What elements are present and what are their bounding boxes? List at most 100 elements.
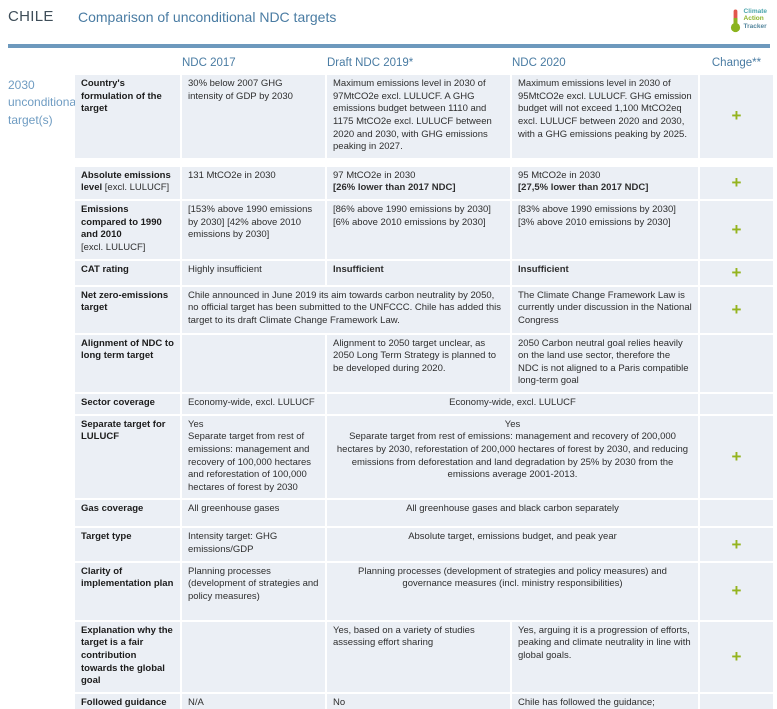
table-cell: 131 MtCO2e in 2030 [182, 166, 325, 199]
table-cell: Maximum emissions level in 2030 of 97MtC… [327, 75, 510, 158]
cell-text: Economy-wide, excl. LULUCF [449, 397, 576, 408]
cell-text: [6% above 2010 emissions by 2030] [333, 216, 486, 228]
change-cell: + [700, 621, 773, 692]
cell-text: All greenhouse gases and black carbon se… [406, 503, 619, 515]
change-cell [700, 500, 773, 527]
change-cell [700, 334, 773, 392]
logo-word-climate: Climate [743, 8, 767, 15]
row-label: Separate target for LULUCF [75, 415, 180, 499]
row-label-note: [excl. LULUCF] [102, 182, 170, 194]
table-cell: Yes, based on a variety of studies asses… [327, 621, 510, 692]
cell-text: Highly insufficient [188, 263, 262, 275]
table-cell: Yes Separate target from rest of emission… [182, 415, 325, 499]
table-cell: Insufficient [512, 260, 698, 285]
column-header-spacer [75, 57, 180, 69]
cell-text: Planning processes (development of strat… [188, 565, 319, 602]
table-row: Net zero-emissions target Chile announced… [75, 286, 776, 333]
cell-text: N/A [188, 696, 204, 708]
row-label: Clarity of implementation plan [75, 562, 180, 620]
cell-text: Yes [504, 418, 521, 430]
page-header: CHILE Comparison of unconditional NDC ta… [0, 0, 777, 42]
row-label: Sector coverage [75, 394, 180, 414]
cell-text: Yes, based on a variety of studies asses… [333, 624, 475, 649]
change-cell: + [700, 415, 773, 499]
change-cell [700, 394, 773, 414]
column-header-row: NDC 2017 Draft NDC 2019* NDC 2020 Change… [75, 57, 777, 69]
row-label: Alignment of NDC to long term target [75, 334, 180, 392]
table-cell: Intensity target: GHG emissions/GDP [182, 528, 325, 561]
row-label: Absolute emissions level [excl. LULUCF] [75, 166, 180, 199]
table-cell: 30% below 2007 GHG intensity of GDP by 2… [182, 75, 325, 158]
row-label: CAT rating [75, 260, 180, 285]
table-cell: All greenhouse gases and black carbon se… [327, 500, 698, 527]
table-row: Alignment of NDC to long term target Alig… [75, 334, 776, 392]
cell-text: Chile has followed the guidance; however… [518, 696, 655, 708]
change-cell: + [700, 693, 773, 709]
table-row: Absolute emissions level [excl. LULUCF] 1… [75, 166, 776, 199]
row-label: Target type [75, 528, 180, 561]
cell-text: All greenhouse gases [188, 503, 280, 515]
header-divider [8, 44, 770, 48]
column-header-ndc2020: NDC 2020 [512, 57, 566, 69]
table-row: Country's formulation of the target 30% b… [75, 75, 776, 158]
table-cell: Economy-wide, excl. LULUCF [327, 394, 698, 414]
plus-icon: + [731, 447, 742, 466]
cell-text: [153% above 1990 emissions by 2030] [42%… [188, 204, 313, 241]
cell-text: 30% below 2007 GHG intensity of GDP by 2… [188, 78, 293, 102]
table-cell: Insufficient [327, 260, 510, 285]
table-row: Emissions compared to 1990 and 2010 [excl… [75, 201, 776, 259]
table-cell: All greenhouse gases [182, 500, 325, 527]
table-cell [182, 334, 325, 392]
plus-icon: + [731, 106, 742, 126]
cell-text: Insufficient [333, 263, 384, 275]
table-cell: Chile has followed the guidance; however… [512, 693, 698, 709]
logo-wordmark: Climate Action Tracker [744, 8, 767, 30]
country-label: CHILE [8, 8, 54, 25]
cell-text: [27,5% lower than 2017 NDC] [518, 182, 649, 194]
table-cell: Chile announced in June 2019 its aim tow… [182, 286, 510, 333]
table-row: CAT rating Highly insufficient Insufficien… [75, 260, 776, 285]
table-cell: No [327, 693, 510, 709]
cell-text: Intensity target: GHG emissions/GDP [188, 531, 278, 555]
column-header-ndc2017: NDC 2017 [182, 57, 236, 69]
plus-icon: + [731, 299, 742, 319]
plus-icon: + [731, 646, 742, 666]
table-row: Gas coverage All greenhouse gases All gree… [75, 500, 776, 527]
plus-icon: + [731, 262, 742, 282]
logo-word-action: Action [743, 15, 764, 23]
table-cell: Yes Separate target from rest of emission… [327, 415, 698, 499]
sidebar-target-label: 2030 unconditional target(s) [8, 78, 79, 127]
row-label: Country's formulation of the target [75, 75, 180, 158]
climate-action-tracker-logo: Climate Action Tracker [729, 8, 769, 38]
row-label: Gas coverage [75, 500, 180, 527]
table-cell: [86% above 1990 emissions by 2030] [6% ab… [327, 201, 510, 259]
cell-text: Chile announced in June 2019 its aim tow… [188, 289, 501, 326]
table-cell [182, 621, 325, 692]
cell-text: 131 MtCO2e in 2030 [188, 169, 276, 181]
cell-text: Absolute target, emissions budget, and p… [408, 531, 617, 543]
row-label: Emissions compared to 1990 and 2010 [excl… [75, 201, 180, 259]
cell-text: Separate target from rest of emissions: … [336, 431, 689, 481]
change-cell: + [700, 260, 773, 285]
table-cell: Maximum emissions level in 2030 of 95MtC… [512, 75, 698, 158]
column-header-change: Change** [711, 57, 762, 69]
cell-text: Economy-wide, excl. LULUCF [188, 397, 315, 408]
table-row: Clarity of implementation plan Planning p… [75, 562, 776, 620]
table-cell: Absolute target, emissions budget, and p… [327, 528, 698, 561]
row-label: Followed guidance on information to faci… [75, 693, 180, 709]
table-cell: The Climate Change Framework Law is curr… [512, 286, 698, 333]
change-cell: + [700, 201, 773, 259]
table-cell: 97 MtCO2e in 2030 [26% lower than 2017 ND… [327, 166, 510, 199]
cell-text: The Climate Change Framework Law is curr… [518, 289, 692, 326]
table-row: Separate target for LULUCF Yes Separate ta… [75, 415, 776, 499]
cell-text: [86% above 1990 emissions by 2030] [333, 204, 491, 215]
plus-icon: + [731, 534, 742, 554]
cell-text: Maximum emissions level in 2030 of 95MtC… [518, 78, 692, 140]
table-cell: Economy-wide, excl. LULUCF [182, 394, 325, 414]
cell-text: Maximum emissions level in 2030 of 97MtC… [333, 78, 492, 153]
cell-text: 2050 Carbon neutral goal relies heavily … [518, 337, 689, 387]
change-cell: + [700, 75, 773, 158]
table-row: Followed guidance on information to faci… [75, 693, 776, 709]
change-cell: + [700, 528, 773, 561]
